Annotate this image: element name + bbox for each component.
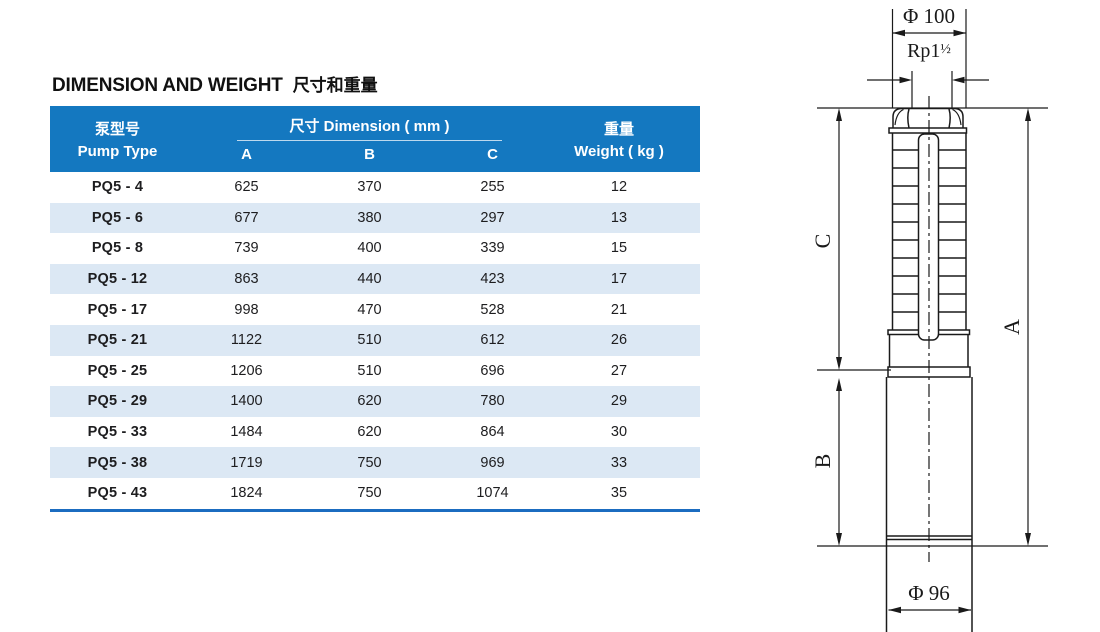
- dim-b-cell: 470: [357, 301, 382, 318]
- pump-type-cell: PQ5 - 6: [91, 209, 144, 226]
- page-title-en: DIMENSION AND WEIGHT: [52, 75, 283, 96]
- table-row: PQ5 - 38 1719 750 969 33: [50, 447, 700, 478]
- dimension-weight-table: 泵型号 Pump Type 尺寸 Dimension ( mm ) A B C …: [50, 106, 700, 513]
- dim-c-cell: 339: [480, 240, 505, 257]
- dim-b-cell: 620: [357, 424, 382, 441]
- pump-type-cell: PQ5 - 43: [87, 485, 148, 502]
- dim-a-cell: 998: [234, 301, 259, 318]
- dim-b-cell: 750: [357, 454, 382, 471]
- table-row: PQ5 - 43 1824 750 1074 35: [50, 478, 700, 509]
- col-header-c: C: [487, 146, 498, 163]
- pump-type-cell: PQ5 - 17: [87, 301, 148, 318]
- table-row: PQ5 - 4 625 370 255 12: [50, 172, 700, 203]
- pump-type-cell: PQ5 - 21: [87, 332, 148, 349]
- table-row: PQ5 - 29 1400 620 780 29: [50, 386, 700, 417]
- dimension-a-label: A: [999, 319, 1024, 335]
- pump-type-cell: PQ5 - 4: [91, 179, 144, 196]
- dim-b-cell: 440: [357, 271, 382, 288]
- dim-b-cell: 510: [357, 362, 382, 379]
- weight-cell: 30: [610, 424, 628, 441]
- weight-cell: 12: [610, 179, 628, 196]
- dim-a-cell: 739: [234, 240, 259, 257]
- dimension-header-group: 尺寸 Dimension ( mm ) A B C: [185, 106, 554, 172]
- dim-b-cell: 510: [357, 332, 382, 349]
- dim-c-cell: 864: [480, 424, 505, 441]
- dim-b-cell: 400: [357, 240, 382, 257]
- dim-b-cell: 750: [357, 485, 382, 502]
- dim-c-cell: 780: [480, 393, 505, 410]
- weight-header-zh: 重量: [603, 121, 634, 138]
- table-header: 泵型号 Pump Type 尺寸 Dimension ( mm ) A B C …: [50, 106, 700, 172]
- thread-size-fraction: ½: [940, 42, 951, 57]
- pump-type-header-en: Pump Type: [77, 143, 158, 160]
- table-row: PQ5 - 12 863 440 423 17: [50, 263, 700, 295]
- dim-a-cell: 863: [234, 271, 259, 288]
- dim-b-cell: 620: [357, 393, 382, 410]
- table-row: PQ5 - 33 1484 620 864 30: [50, 417, 700, 448]
- dim-b-cell: 380: [357, 209, 382, 226]
- table-row: PQ5 - 21 1122 510 612 26: [50, 324, 700, 356]
- dimension-b-label: B: [810, 453, 835, 469]
- dimension-header-divider: [237, 140, 502, 141]
- weight-cell: 21: [610, 301, 628, 318]
- table-row: PQ5 - 8 739 400 339 15: [50, 233, 700, 264]
- pump-type-cell: PQ5 - 38: [87, 454, 148, 471]
- weight-cell: 27: [610, 362, 628, 379]
- col-header-a: A: [241, 146, 252, 163]
- page-title-zh: 尺寸和重量: [292, 76, 378, 95]
- dim-c-cell: 1074: [476, 485, 509, 502]
- dim-b-cell: 370: [357, 179, 382, 196]
- weight-cell: 15: [610, 240, 628, 257]
- page-title: DIMENSION AND WEIGHT 尺寸和重量: [52, 71, 378, 97]
- weight-cell: 17: [610, 271, 628, 288]
- pump-type-cell: PQ5 - 29: [87, 393, 148, 410]
- table-bottom-rule: [50, 508, 700, 513]
- weight-cell: 13: [610, 209, 628, 226]
- pump-type-header: 泵型号 Pump Type: [50, 106, 185, 172]
- weight-cell: 29: [610, 393, 628, 410]
- thread-size-label: Rp1½: [879, 40, 979, 63]
- dimension-subcolumns: A B C: [185, 146, 554, 163]
- table-row: PQ5 - 17 998 470 528 21: [50, 294, 700, 325]
- pump-type-cell: PQ5 - 25: [87, 362, 148, 379]
- dim-c-cell: 528: [480, 301, 505, 318]
- dim-c-cell: 255: [480, 179, 505, 196]
- table-row: PQ5 - 25 1206 510 696 27: [50, 356, 700, 387]
- dim-c-cell: 423: [480, 271, 505, 288]
- pump-outline-drawing: [817, 9, 1048, 632]
- dim-a-cell: 1122: [230, 332, 263, 349]
- weight-header: 重量 Weight ( kg ): [554, 106, 700, 172]
- weight-cell: 35: [610, 485, 628, 502]
- weight-header-en: Weight ( kg ): [574, 143, 664, 160]
- thread-size-text: Rp1: [907, 40, 941, 62]
- weight-cell: 33: [610, 454, 628, 471]
- dim-a-cell: 1719: [230, 454, 263, 471]
- dim-a-cell: 1484: [230, 424, 263, 441]
- table-body: PQ5 - 4 625 370 255 12 PQ5 - 6 677 380 2…: [50, 172, 700, 509]
- dim-c-cell: 612: [480, 332, 505, 349]
- bottom-diameter-label: Φ 96: [908, 581, 950, 605]
- pump-type-cell: PQ5 - 12: [87, 271, 148, 288]
- pump-type-cell: PQ5 - 8: [91, 240, 144, 257]
- dim-a-cell: 625: [234, 179, 259, 196]
- dim-a-cell: 677: [234, 209, 259, 226]
- pump-type-header-zh: 泵型号: [94, 121, 140, 138]
- dim-c-cell: 969: [480, 454, 505, 471]
- table-row: PQ5 - 6 677 380 297 13: [50, 202, 700, 234]
- dim-a-cell: 1824: [230, 485, 263, 502]
- dimension-c-label: C: [810, 233, 835, 249]
- top-diameter-label: Φ 100: [902, 4, 956, 28]
- dim-c-cell: 297: [480, 209, 505, 226]
- weight-cell: 26: [610, 332, 628, 349]
- dim-c-cell: 696: [480, 362, 505, 379]
- pump-type-cell: PQ5 - 33: [87, 424, 148, 441]
- dim-a-cell: 1206: [230, 362, 263, 379]
- col-header-b: B: [364, 146, 375, 163]
- dimension-header-label: 尺寸 Dimension ( mm ): [289, 118, 450, 135]
- dim-a-cell: 1400: [230, 393, 263, 410]
